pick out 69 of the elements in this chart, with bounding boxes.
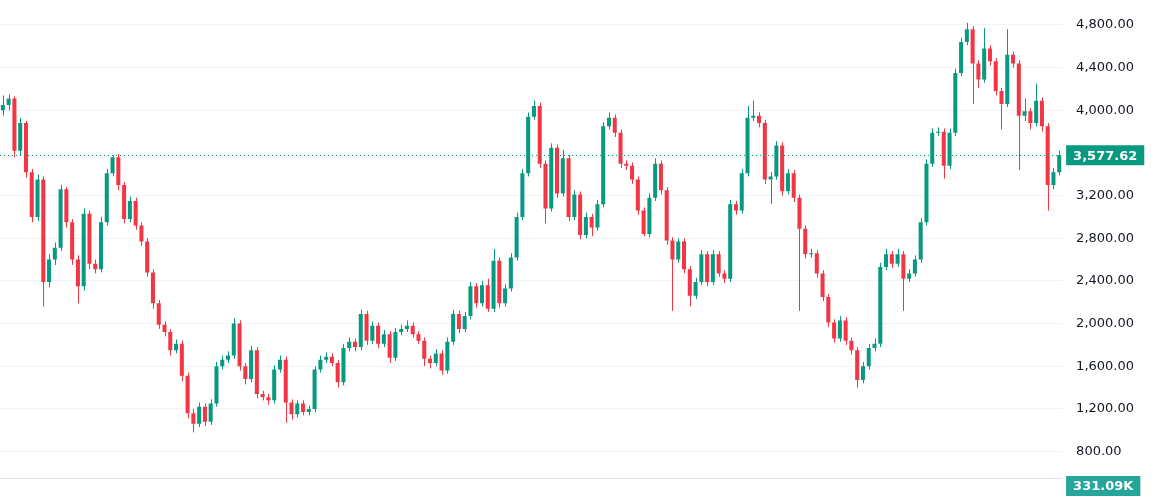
candlestick	[47, 253, 52, 288]
candlestick	[422, 336, 427, 367]
candlestick	[335, 359, 340, 389]
candlestick	[843, 316, 848, 346]
candlestick	[676, 237, 681, 264]
candlestick	[670, 236, 675, 312]
y-tick-label: 800.00	[1076, 442, 1122, 458]
candlestick	[376, 322, 381, 349]
candlestick	[479, 280, 485, 308]
y-tick-label: 3,200.00	[1076, 186, 1134, 202]
candlestick	[197, 401, 202, 428]
y-tick-label: 1,200.00	[1076, 400, 1134, 416]
candlestick	[485, 278, 490, 313]
y-tick-label: 1,600.00	[1076, 357, 1134, 373]
candlestick	[531, 100, 536, 121]
candlestick	[612, 114, 617, 138]
y-tick-label: 4,000.00	[1076, 101, 1134, 117]
candlestick	[456, 310, 461, 334]
candlestick	[370, 320, 375, 345]
text: 331.09K	[1073, 478, 1135, 494]
candlestick	[202, 403, 207, 427]
candlestick	[1051, 167, 1056, 190]
candlestick	[243, 362, 248, 385]
candlestick	[583, 212, 588, 239]
candlestick	[832, 318, 837, 344]
candlestick	[837, 315, 842, 343]
candlestick	[641, 206, 646, 237]
candlestick	[572, 189, 577, 221]
candlestick	[999, 87, 1004, 130]
candlestick	[191, 408, 196, 433]
candlestick	[814, 249, 819, 279]
candlestick	[474, 282, 479, 309]
candlestick	[716, 250, 721, 278]
candlestick	[168, 328, 173, 357]
candlestick	[1034, 83, 1039, 127]
candlestick	[866, 343, 871, 370]
candlestick	[987, 44, 992, 67]
candlestick	[785, 168, 790, 196]
candlestick	[860, 361, 865, 384]
y-tick-label: 2,000.00	[1076, 314, 1134, 330]
candlestick	[768, 171, 773, 205]
candlestick	[1028, 107, 1033, 130]
candlestick	[912, 254, 917, 278]
candlestick	[595, 199, 600, 232]
y-tick-label: 2,400.00	[1076, 272, 1134, 288]
ref-line-label: 3,577.62	[1073, 147, 1138, 163]
candlestick	[820, 269, 825, 302]
candlestick	[964, 22, 969, 46]
candlestick	[387, 330, 392, 364]
candlestick	[503, 283, 508, 308]
y-tick-label: 4,400.00	[1076, 59, 1134, 75]
candlestick	[589, 213, 594, 237]
candlestick	[208, 398, 213, 426]
candlestick	[630, 162, 635, 185]
candlestick	[1022, 98, 1027, 122]
candlestick	[156, 299, 161, 330]
candlestick	[0, 94, 5, 117]
candlestick	[289, 398, 294, 421]
candlestick	[693, 277, 698, 300]
candlestick	[895, 248, 900, 268]
candlestick	[127, 196, 132, 223]
candlestick	[462, 311, 467, 333]
candlestick	[439, 349, 444, 376]
candlestick	[884, 248, 889, 271]
candlestick	[976, 59, 981, 89]
y-tick-label: 2,800.00	[1076, 229, 1134, 245]
candlestick	[52, 242, 57, 266]
y-tick-label: 4,800.00	[1076, 16, 1134, 32]
candlestick	[139, 221, 144, 247]
